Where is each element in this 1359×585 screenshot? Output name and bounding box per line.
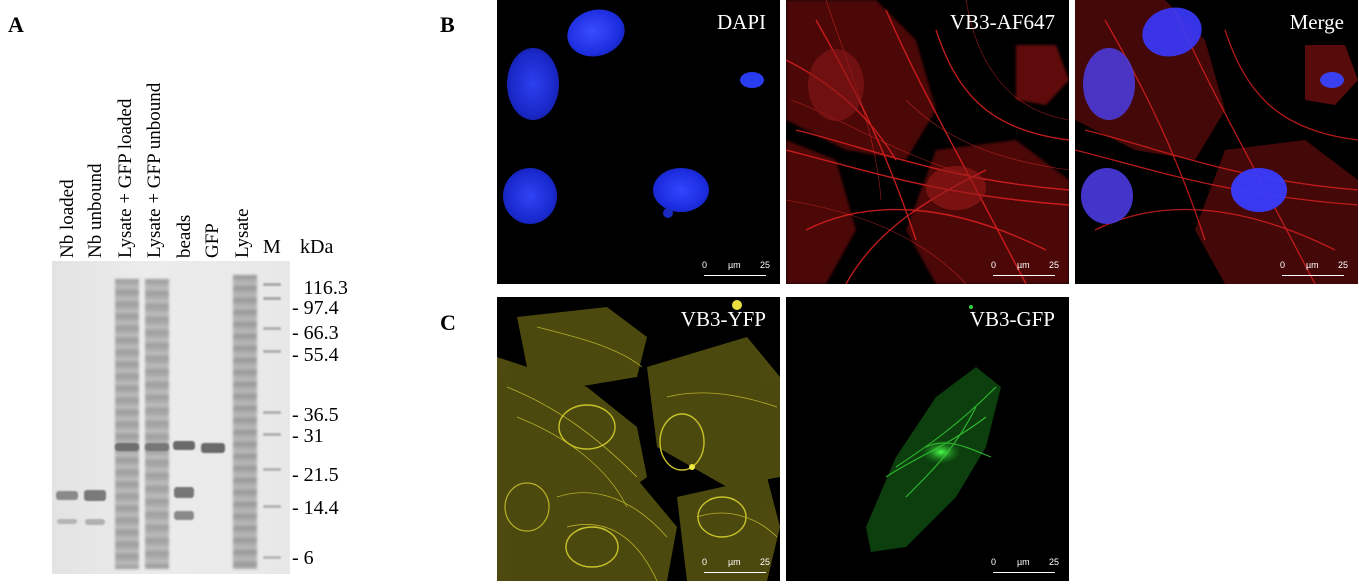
- micrograph-yfp: VB3-YFP 0 µm 25: [497, 297, 780, 581]
- lane-label-lysate-gfp-unbound: Lysate + GFP unbound: [144, 82, 165, 258]
- gel-image: [52, 261, 290, 574]
- scale-bar: 0 µm 25: [989, 557, 1059, 577]
- micrograph-dapi: DAPI 0 µm 25: [497, 0, 780, 284]
- micrograph-merge: Merge 0 µm 25: [1075, 0, 1358, 284]
- marker-tick-6: - 6: [292, 547, 314, 569]
- marker-tick-21: - 21.5: [292, 464, 339, 486]
- scale-bar: 0 µm 25: [700, 260, 770, 280]
- filament-network: [786, 0, 1069, 284]
- scale-bar: 0 µm 25: [700, 557, 770, 577]
- marker-tick-55: - 55.4: [292, 344, 339, 366]
- micrograph-title: Merge: [1289, 10, 1344, 34]
- lane-label-nb-loaded: Nb loaded: [57, 179, 78, 258]
- lane-label-lysate: Lysate: [232, 208, 253, 258]
- lane-label-lysate-gfp-loaded: Lysate + GFP loaded: [115, 98, 136, 258]
- yfp-cells: [497, 300, 780, 581]
- micrograph-title: VB3-YFP: [680, 307, 766, 331]
- marker-tick-116: - 116.3: [303, 277, 348, 299]
- micrograph-af647: VB3-AF647 0 µm 25: [786, 0, 1069, 284]
- micrograph-gfp: VB3-GFP 0 µm 25: [786, 297, 1069, 581]
- lane-label-gfp: GFP: [202, 223, 223, 258]
- kda-unit-label: kDa: [300, 236, 334, 258]
- marker-tick-36: - 36.5: [292, 404, 339, 426]
- lane-label-marker: M: [263, 236, 281, 258]
- panel-label-a: A: [8, 12, 24, 37]
- marker-tick-31: - 31: [292, 425, 324, 447]
- micrograph-title: DAPI: [716, 10, 766, 34]
- lane-label-nb-unbound: Nb unbound: [85, 163, 106, 258]
- marker-tick-14: - 14.4: [292, 497, 339, 519]
- micrograph-title: VB3-GFP: [969, 307, 1055, 331]
- panel-label-b: B: [440, 12, 455, 37]
- gfp-cell: [866, 305, 1001, 552]
- merge-composite: [1075, 0, 1358, 284]
- lane-label-beads: beads: [174, 214, 195, 258]
- panel-label-c: C: [440, 310, 456, 335]
- marker-tick-97: - 97.4: [292, 297, 339, 319]
- scale-bar: 0 µm 25: [989, 260, 1059, 280]
- scale-bar: 0 µm 25: [1278, 260, 1348, 280]
- micrograph-title: VB3-AF647: [949, 10, 1055, 34]
- marker-tick-66: - 66.3: [292, 322, 339, 344]
